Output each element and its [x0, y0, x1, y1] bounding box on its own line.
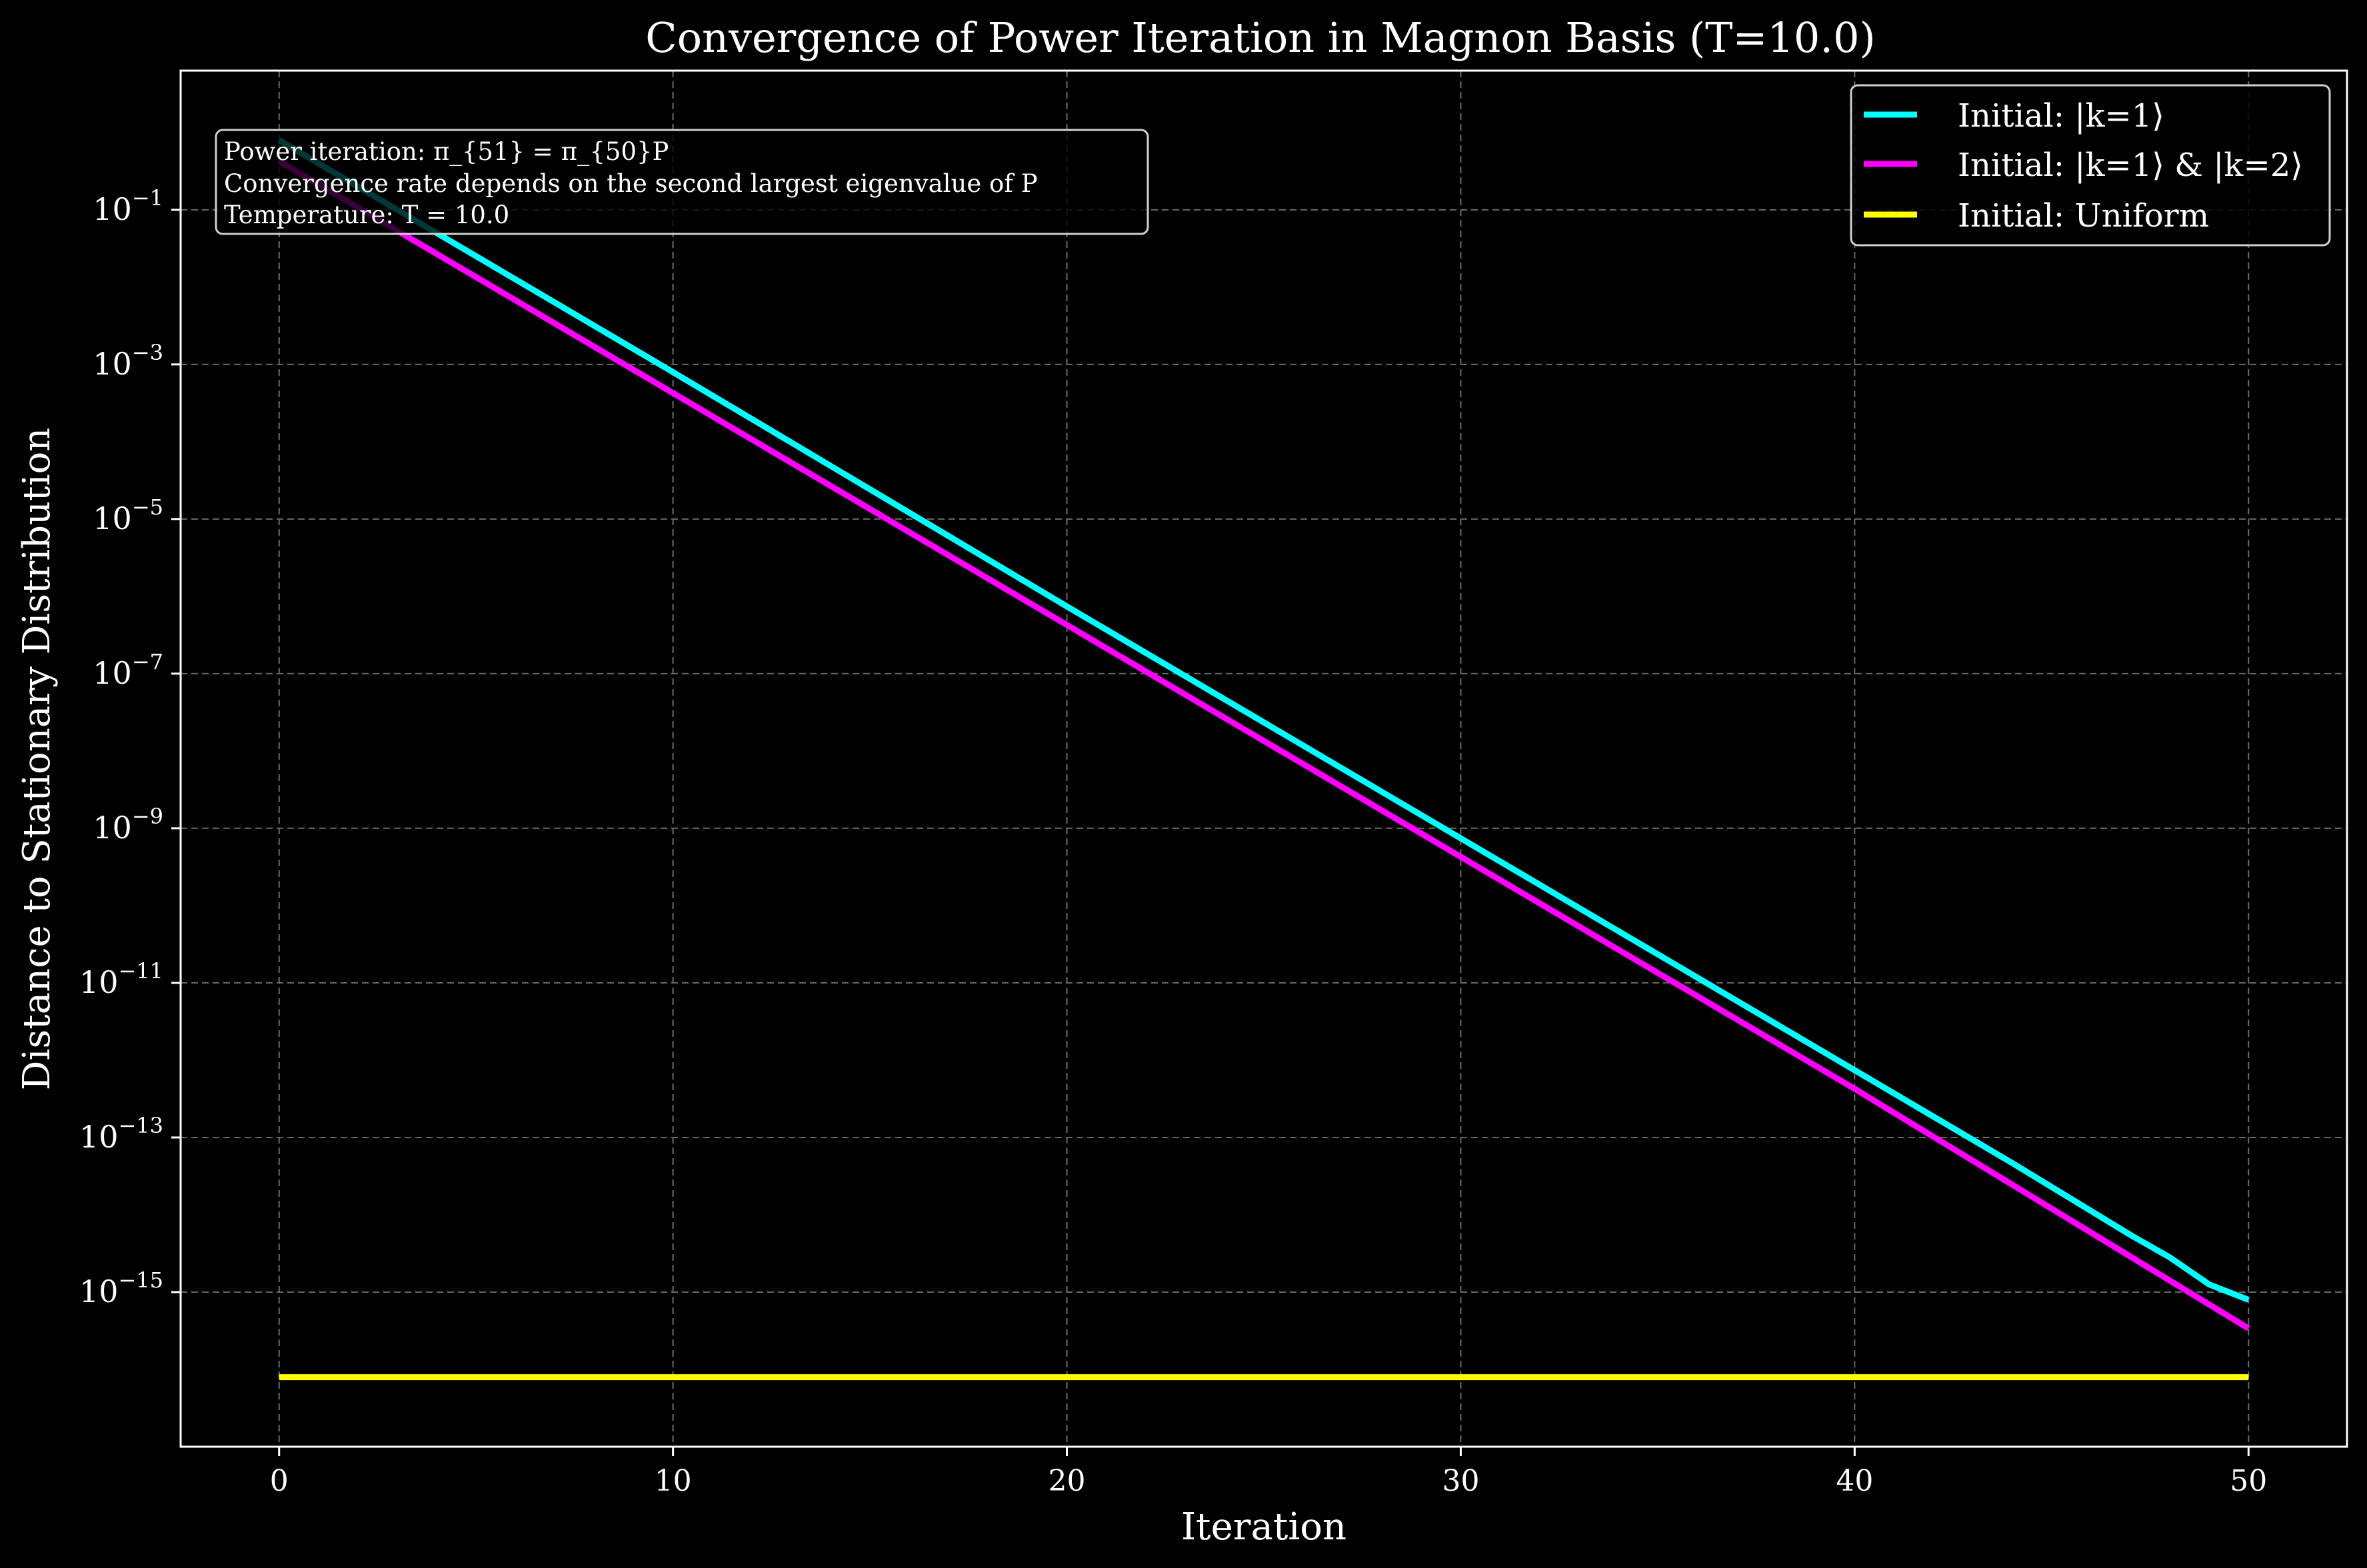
- grid: [181, 71, 2347, 1447]
- legend-label-2: Initial: |k=1⟩ & |k=2⟩: [1958, 147, 2303, 184]
- y-tick-label: 10−7: [93, 649, 163, 691]
- x-axis-label: Iteration: [1181, 1505, 1346, 1549]
- legend: Initial: |k=1⟩ Initial: |k=1⟩ & |k=2⟩ In…: [1850, 84, 2331, 247]
- x-tick-label: 30: [1442, 1464, 1479, 1498]
- annotation-line-2: Convergence rate depends on the second l…: [224, 169, 1038, 198]
- legend-label-1: Initial: |k=1⟩: [1958, 97, 2164, 135]
- x-tick-label: 0: [270, 1464, 289, 1498]
- annotation-line-3: Temperature: T = 10.0: [224, 201, 509, 229]
- x-tick-label: 50: [2230, 1464, 2267, 1498]
- plot-frame: [179, 69, 2348, 1448]
- series-line-1: [277, 137, 2250, 1303]
- x-tick-label: 40: [1836, 1464, 1873, 1498]
- legend-label-3: Initial: Uniform: [1958, 197, 2209, 235]
- series-lines: [277, 137, 2250, 1381]
- legend-frame: [1850, 84, 2331, 247]
- annotation-line-1: Power iteration: π_{51} = π_{50}P: [224, 137, 669, 167]
- annotation-background: [215, 129, 1149, 235]
- annotation-box: Power iteration: π_{51} = π_{50}P Conver…: [215, 129, 1149, 235]
- y-tick-label: 10−11: [79, 958, 163, 1000]
- x-tick-label: 10: [655, 1464, 692, 1498]
- series-line-2: [277, 158, 2250, 1331]
- chart-title: Convergence of Power Iteration in Magnon…: [645, 13, 1875, 62]
- x-tick-label: 20: [1049, 1464, 1086, 1498]
- y-axis-label: Distance to Stationary Distribution: [15, 428, 59, 1091]
